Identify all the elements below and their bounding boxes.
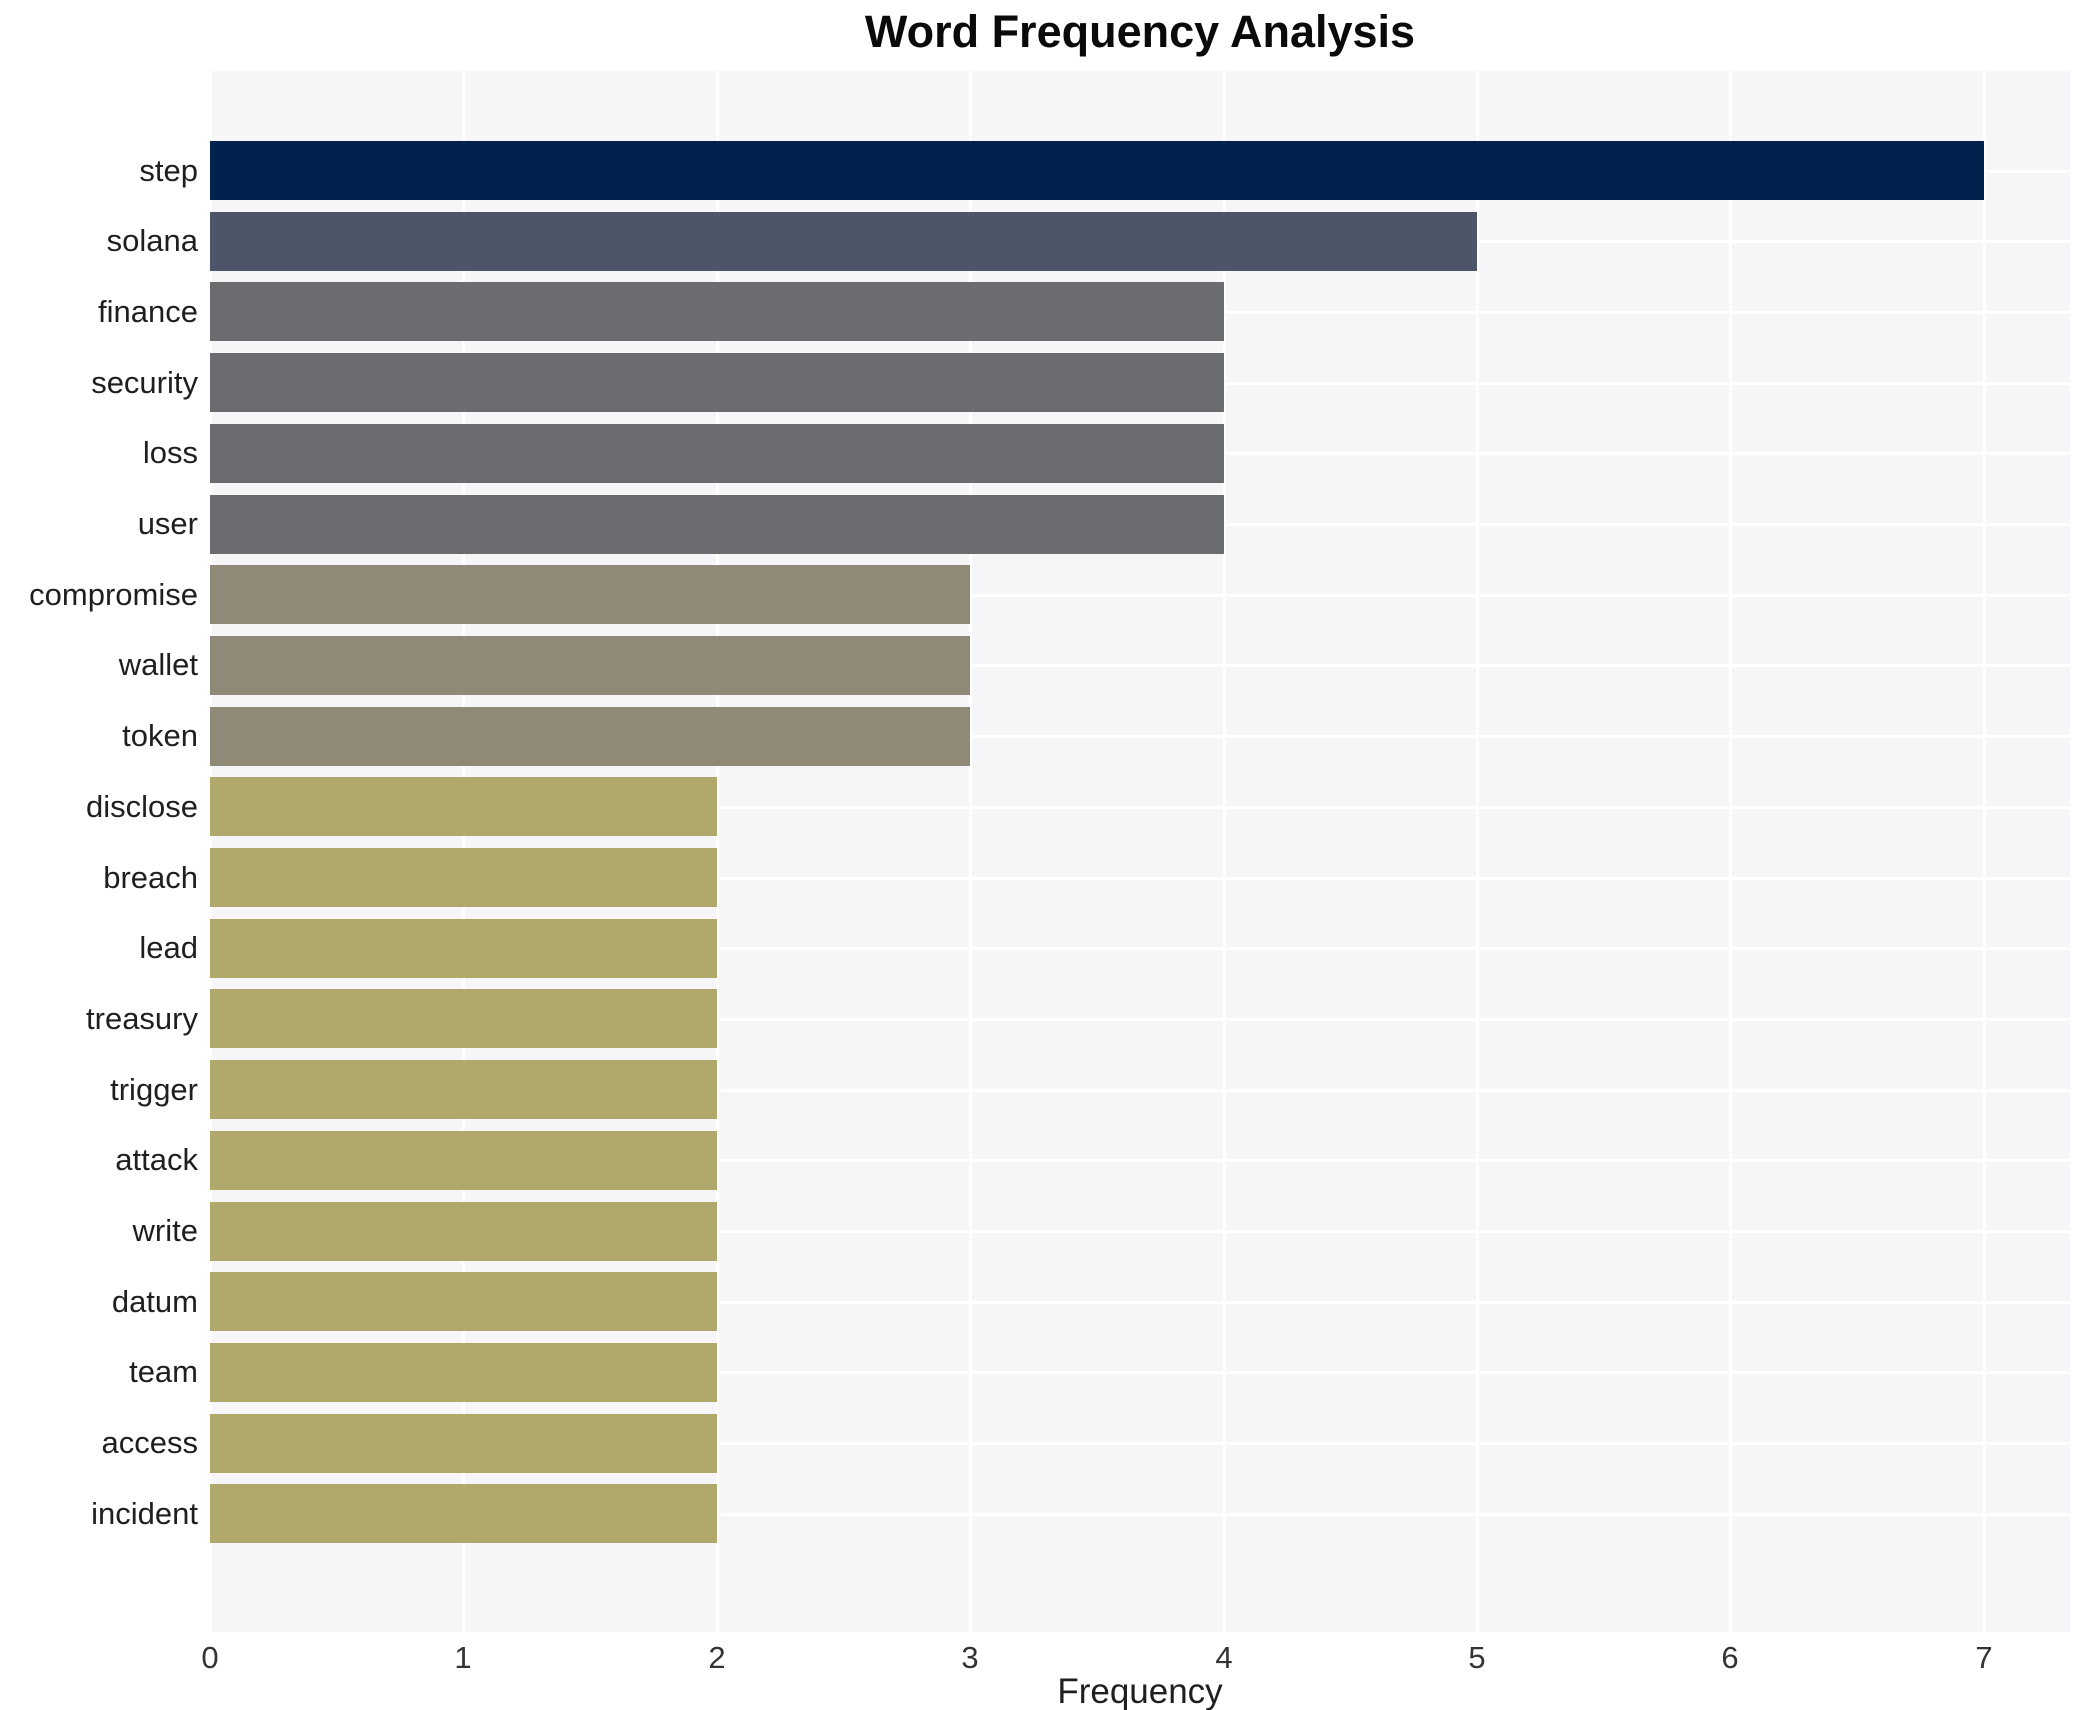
bar-step	[210, 141, 1984, 200]
bar-disclose	[210, 777, 717, 836]
category-label-team: team	[129, 1354, 198, 1389]
x-tick-label-0: 0	[201, 1640, 219, 1675]
x-tick-label-4: 4	[1215, 1640, 1233, 1675]
x-gridline	[716, 71, 719, 1632]
y-gridline	[210, 806, 2070, 809]
y-gridline	[210, 1018, 2070, 1021]
y-gridline	[210, 1089, 2070, 1092]
bar-lead	[210, 919, 717, 978]
y-gridline	[210, 1159, 2070, 1162]
bar-finance	[210, 282, 1224, 341]
x-gridline	[969, 71, 972, 1632]
category-label-security: security	[91, 365, 198, 400]
x-tick-label-5: 5	[1468, 1640, 1486, 1675]
bar-access	[210, 1414, 717, 1473]
category-label-incident: incident	[91, 1496, 198, 1531]
bar-trigger	[210, 1060, 717, 1119]
category-label-write: write	[132, 1213, 198, 1248]
category-label-access: access	[101, 1425, 198, 1460]
x-tick-label-1: 1	[454, 1640, 472, 1675]
bar-loss	[210, 424, 1224, 483]
bar-attack	[210, 1131, 717, 1190]
bar-team	[210, 1343, 717, 1402]
y-gridline	[210, 1513, 2070, 1516]
category-label-solana: solana	[106, 223, 198, 258]
bar-solana	[210, 212, 1477, 271]
bar-datum	[210, 1272, 717, 1331]
x-tick-label-3: 3	[961, 1640, 979, 1675]
bar-wallet	[210, 636, 970, 695]
category-label-wallet: wallet	[118, 647, 198, 682]
category-label-datum: datum	[111, 1284, 198, 1319]
y-gridline	[210, 664, 2070, 667]
category-label-lead: lead	[139, 930, 198, 965]
y-gridline	[210, 1371, 2070, 1374]
y-gridline	[210, 947, 2070, 950]
y-gridline	[210, 1230, 2070, 1233]
x-gridline	[1476, 71, 1479, 1632]
y-gridline	[210, 877, 2070, 880]
category-label-attack: attack	[115, 1142, 198, 1177]
category-label-loss: loss	[142, 435, 198, 470]
category-label-disclose: disclose	[86, 789, 198, 824]
bar-incident	[210, 1484, 717, 1543]
y-gridline	[210, 1301, 2070, 1304]
y-gridline	[210, 735, 2070, 738]
bar-breach	[210, 848, 717, 907]
bar-user	[210, 495, 1224, 554]
category-label-compromise: compromise	[29, 577, 198, 612]
category-label-trigger: trigger	[110, 1072, 198, 1107]
y-gridline	[210, 594, 2070, 597]
category-label-token: token	[122, 718, 198, 753]
bar-compromise	[210, 565, 970, 624]
bar-treasury	[210, 989, 717, 1048]
y-gridline	[210, 1442, 2070, 1445]
bar-token	[210, 707, 970, 766]
x-axis-title: Frequency	[1057, 1672, 1223, 1710]
category-label-breach: breach	[103, 860, 198, 895]
x-gridline	[1223, 71, 1226, 1632]
plot-panel	[209, 71, 2070, 1632]
x-tick-label-2: 2	[708, 1640, 726, 1675]
chart-title: Word Frequency Analysis	[864, 6, 1416, 57]
x-tick-label-6: 6	[1721, 1640, 1739, 1675]
x-gridline	[1983, 71, 1986, 1632]
category-label-user: user	[137, 506, 198, 541]
x-gridline	[1729, 71, 1732, 1632]
bar-security	[210, 353, 1224, 412]
bar-write	[210, 1202, 717, 1261]
x-tick-label-7: 7	[1975, 1640, 1993, 1675]
category-label-treasury: treasury	[86, 1001, 198, 1036]
category-label-step: step	[139, 153, 198, 188]
category-label-finance: finance	[98, 294, 198, 329]
